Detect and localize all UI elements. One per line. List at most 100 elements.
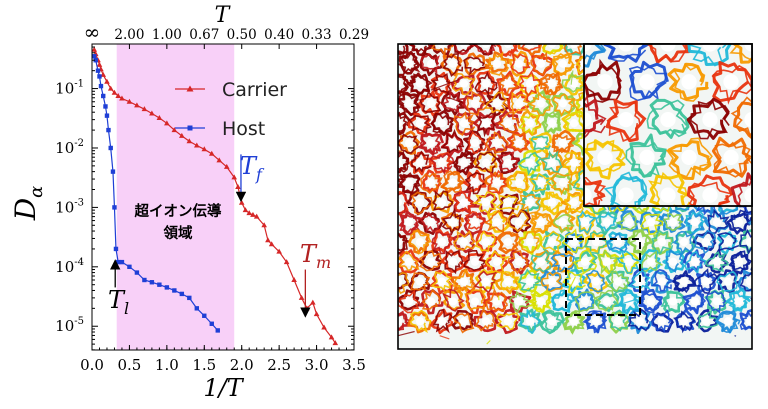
trajectory-cluster	[407, 191, 432, 216]
trajectory-cluster	[640, 213, 664, 236]
data-point-host	[119, 259, 125, 265]
lattice-site	[558, 59, 568, 68]
trajectory-cluster	[398, 52, 421, 77]
trajectory-cluster	[485, 91, 509, 115]
lattice-site	[426, 178, 436, 187]
lattice-site	[514, 138, 524, 148]
trajectory-cluster	[561, 192, 587, 214]
lattice-site	[584, 44, 592, 52]
trajectory-cluster	[419, 172, 443, 195]
trajectory-cluster	[527, 90, 554, 117]
lattice-site	[701, 317, 711, 326]
lattice-site	[481, 237, 491, 247]
trajectory-cluster	[573, 291, 597, 313]
data-point-carrier	[208, 150, 215, 156]
trajectory-cluster	[398, 133, 421, 154]
lattice-site	[481, 277, 491, 286]
lattice-site	[398, 198, 403, 207]
trajectory-cluster	[762, 111, 768, 132]
trajectory-cluster	[760, 191, 768, 212]
trajectory-cluster	[582, 310, 608, 334]
lattice-site	[712, 297, 722, 306]
lattice-site	[558, 218, 568, 227]
trajectory-cluster	[749, 216, 752, 225]
data-point-host	[209, 321, 214, 326]
lattice-site	[569, 317, 579, 326]
trajectory-cluster	[563, 74, 587, 96]
trajectory-cluster	[410, 272, 431, 292]
trajectory-cluster	[712, 61, 752, 103]
lattice-site	[558, 138, 568, 148]
trajectory-cluster	[730, 250, 752, 272]
trajectory-cluster	[584, 60, 623, 101]
trajectory-cluster	[606, 100, 641, 142]
region-label-line1: 超イオン伝導	[134, 202, 222, 220]
top-tick-label: 0.29	[339, 27, 369, 43]
trajectory-cluster	[541, 44, 565, 55]
lattice-site	[459, 237, 469, 247]
lattice-site	[745, 277, 752, 286]
data-point-carrier	[291, 276, 297, 282]
lattice-site	[492, 218, 502, 227]
trajectory-cluster	[398, 192, 410, 215]
data-point-carrier	[100, 71, 107, 77]
legend-carrier-marker	[186, 85, 194, 92]
trajectory-cluster	[463, 56, 487, 76]
lattice-site	[602, 297, 612, 306]
trajectory-cluster	[475, 112, 497, 138]
trajectory-cluster	[751, 151, 752, 159]
trajectory-cluster	[398, 44, 409, 54]
lattice-site	[415, 237, 425, 247]
data-point-host	[187, 295, 192, 301]
data-point-carrier	[126, 98, 133, 104]
annotation-label: Tf	[240, 152, 265, 184]
trajectory-cluster	[750, 57, 752, 63]
trajectory-cluster	[398, 150, 410, 173]
lattice-site	[481, 44, 491, 49]
trajectory-cluster	[572, 249, 598, 275]
top-tick-label: 0.67	[189, 27, 219, 43]
data-point-host	[142, 277, 147, 283]
data-point-carrier	[96, 61, 103, 67]
trajectory-cluster	[584, 94, 607, 139]
trajectory-cluster	[593, 289, 620, 312]
trajectory-cluster	[750, 178, 752, 191]
trajectory-cluster	[441, 207, 462, 237]
lattice-site	[569, 198, 579, 207]
data-point-carrier	[332, 340, 339, 346]
data-point-host	[112, 205, 117, 210]
lattice-site	[470, 178, 480, 187]
trajectory-cluster	[398, 130, 421, 155]
lattice-site	[398, 237, 403, 247]
lattice-site	[437, 317, 447, 326]
inset-trajectories	[584, 44, 752, 206]
trajectory-cluster	[398, 75, 409, 97]
trajectory-cluster	[507, 209, 530, 233]
trajectory-cluster	[527, 172, 555, 192]
trajectory-cluster	[762, 36, 768, 52]
trajectory-cluster	[530, 250, 551, 273]
trajectory-cluster	[487, 169, 509, 194]
trajectory-cluster	[651, 309, 672, 333]
trajectory-cluster	[510, 51, 531, 75]
lattice-site	[437, 44, 447, 49]
zoom-box	[565, 238, 641, 316]
data-point-host	[93, 58, 98, 63]
trajectory-jump	[398, 150, 403, 153]
trajectory-cluster	[627, 229, 653, 256]
lattice-site	[398, 79, 403, 88]
lattice-site	[398, 317, 403, 326]
trajectory-cluster	[442, 53, 464, 78]
data-point-carrier	[92, 46, 98, 52]
trajectory-cluster	[618, 291, 641, 313]
lattice-site	[702, 44, 718, 52]
region-label-line2: 領域	[164, 224, 193, 242]
trajectory-cluster	[650, 268, 677, 292]
trajectory-cluster	[764, 231, 768, 252]
top-tick-label: 1.00	[152, 27, 182, 43]
trajectory-cluster	[551, 129, 576, 155]
trajectory-cluster	[728, 290, 752, 313]
lattice-site	[635, 317, 645, 326]
top-tick-label: 0.40	[264, 27, 294, 43]
y-tick-label: 10-1	[55, 79, 84, 98]
